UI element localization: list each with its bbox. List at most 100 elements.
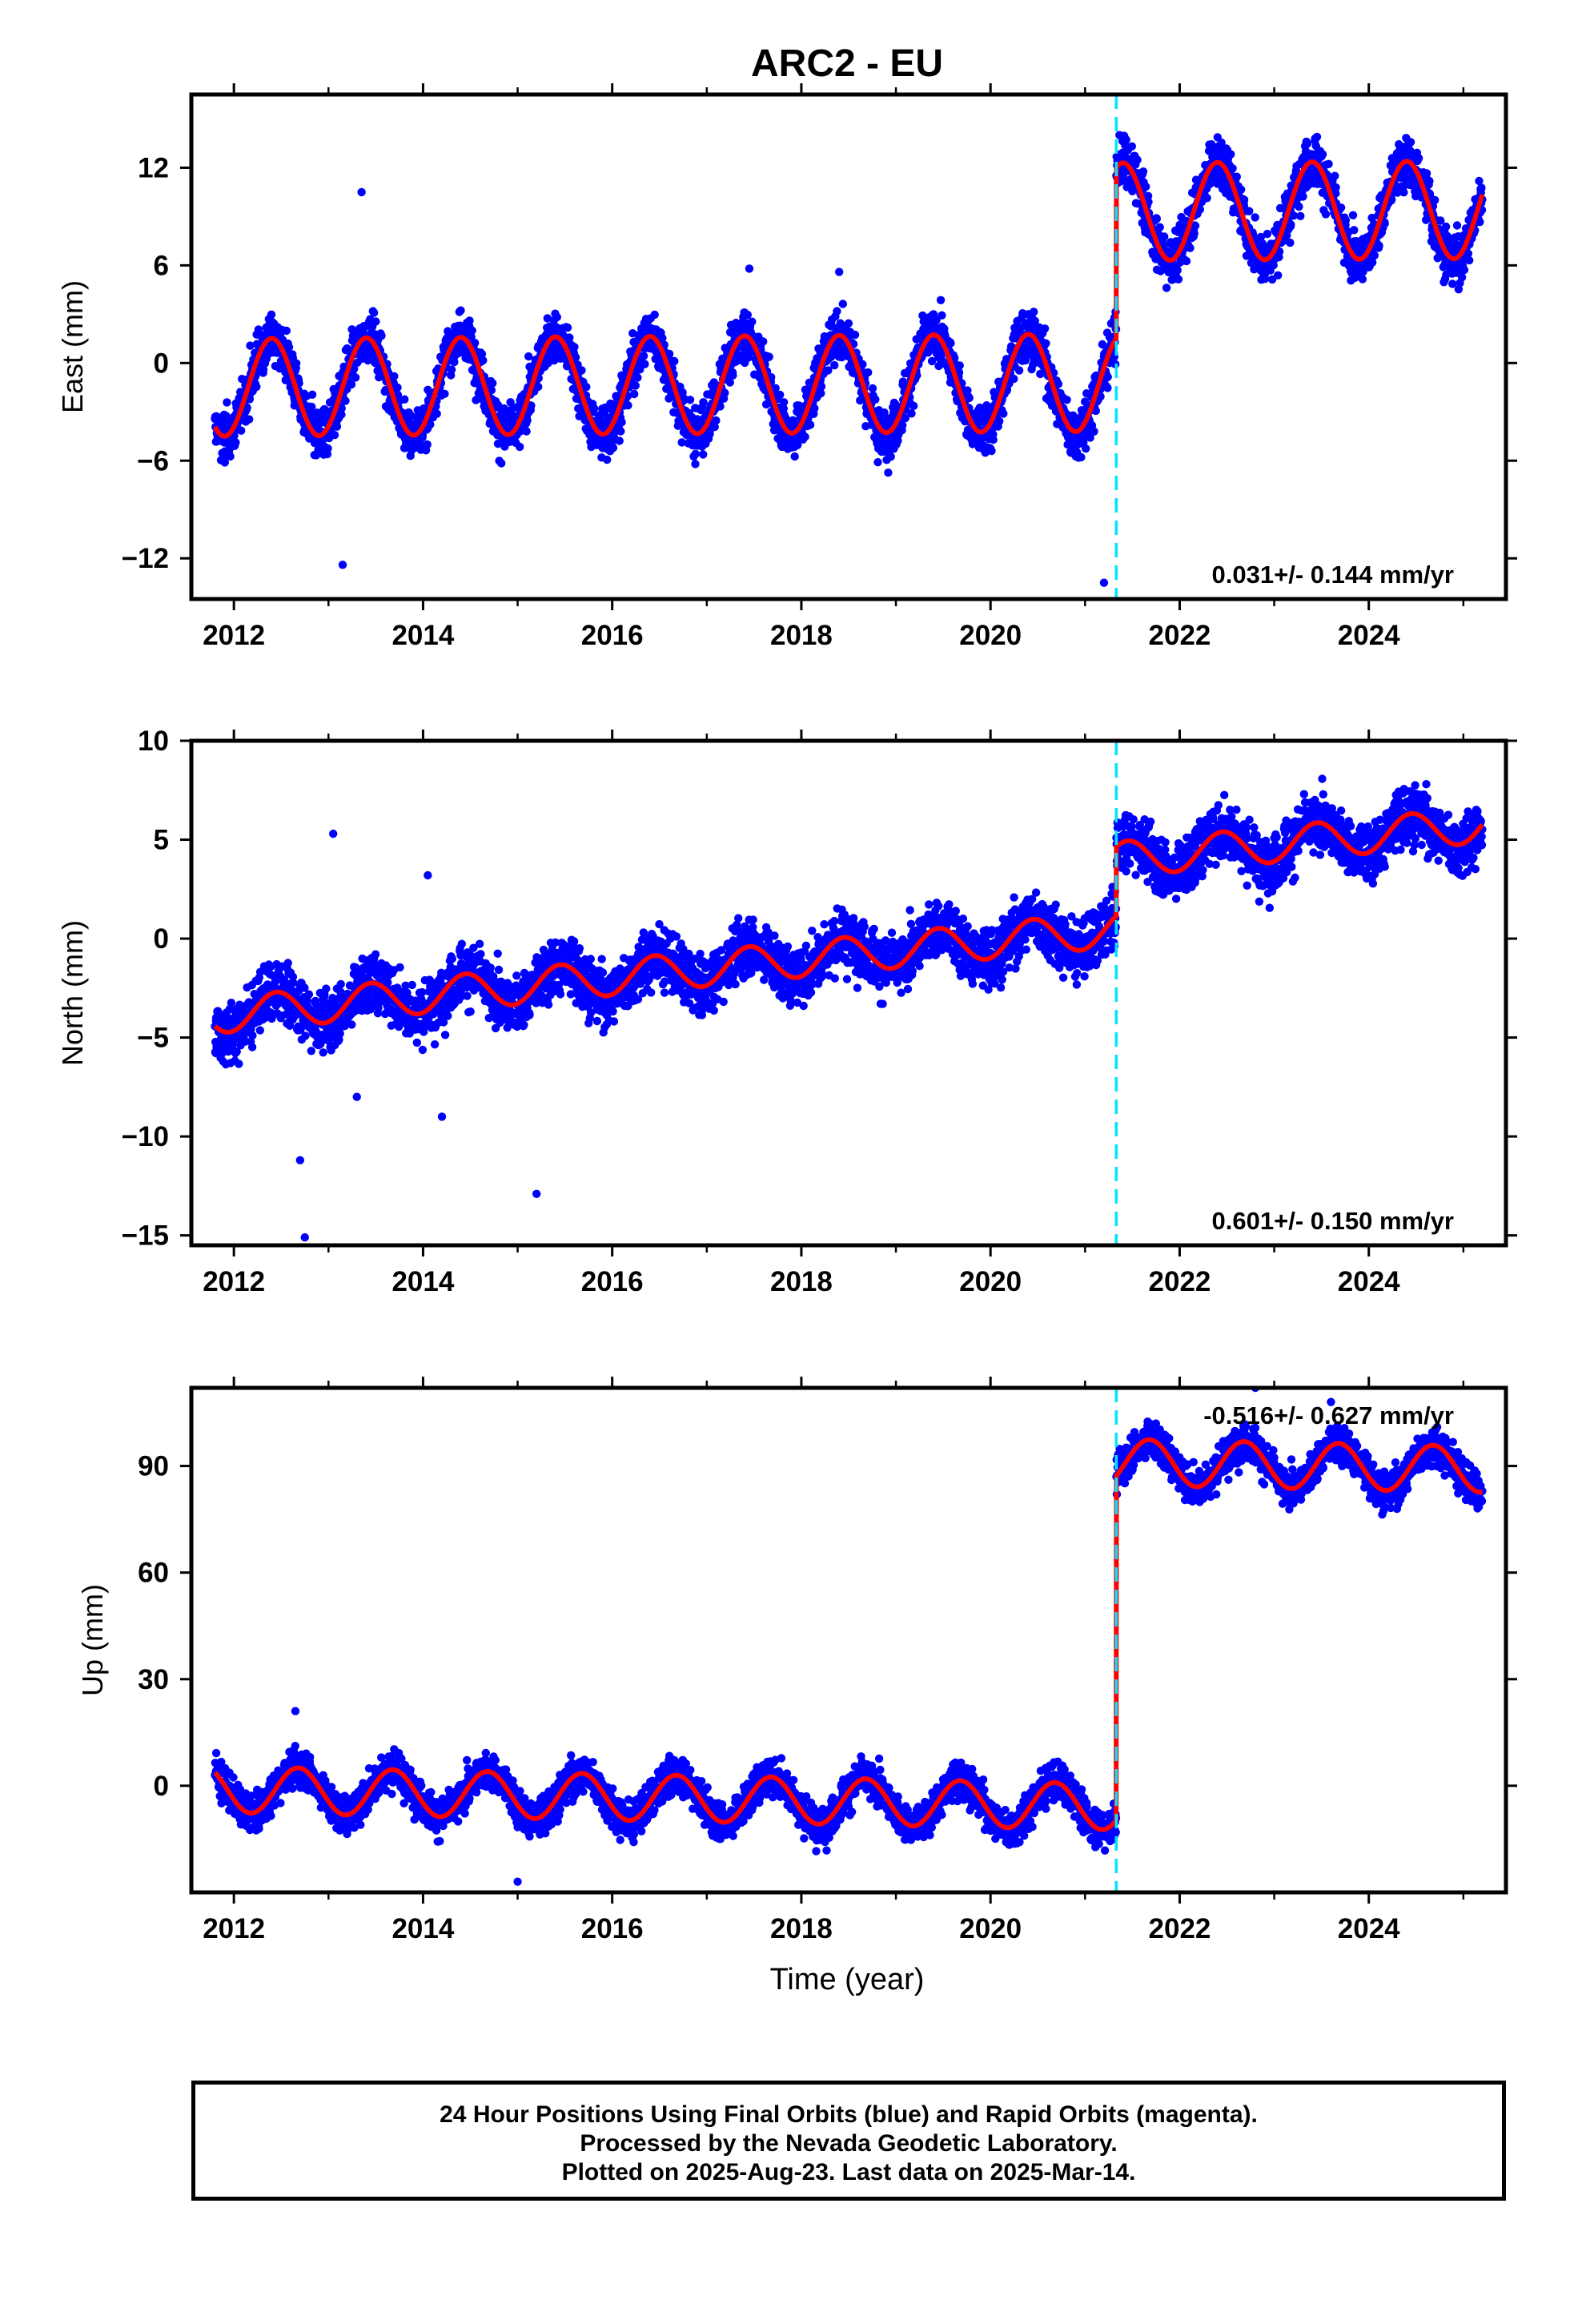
east-data-point	[616, 427, 625, 436]
east-data-point	[830, 360, 839, 370]
east-data-point	[987, 446, 996, 456]
east-data-point	[390, 372, 399, 380]
north-data-point	[283, 959, 292, 967]
east-data-point	[543, 314, 552, 323]
east-data-point	[680, 394, 689, 403]
east-data-point	[220, 458, 229, 467]
east-data-point	[254, 325, 263, 334]
east-data-point	[1152, 215, 1162, 223]
east-data-point	[534, 382, 543, 392]
north-data-point	[319, 1048, 327, 1057]
east-data-point	[624, 401, 632, 410]
east-data-point	[456, 306, 465, 315]
east-data-point	[1182, 256, 1191, 266]
east-data-point	[955, 361, 964, 370]
east-y-tick-label: 6	[154, 250, 169, 281]
east-data-point	[1014, 366, 1024, 375]
east-data-point	[999, 409, 1008, 418]
east-data-point	[487, 386, 496, 395]
east-data-point	[628, 329, 637, 338]
north-data-point	[247, 1043, 257, 1051]
east-data-point	[1040, 324, 1050, 333]
east-data-point	[523, 416, 532, 425]
east-data-point	[603, 455, 612, 464]
east-data-point	[898, 420, 907, 430]
east-data-point	[231, 438, 240, 447]
east-data-point	[1287, 220, 1295, 229]
east-data-point	[323, 444, 332, 453]
east-x-tick-label: 2016	[581, 620, 644, 651]
east-data-point	[1263, 229, 1272, 239]
east-data-point	[1370, 251, 1379, 260]
east-data-point	[699, 398, 708, 407]
east-data-point	[617, 418, 626, 427]
north-data-point	[301, 1031, 310, 1040]
east-data-point	[479, 356, 488, 365]
east-data-point	[1321, 210, 1331, 219]
east-data-point	[873, 458, 882, 467]
east-x-tick-label: 2014	[391, 620, 454, 651]
east-data-point	[447, 365, 456, 374]
east-data-point	[440, 389, 449, 398]
east-data-point	[465, 316, 474, 325]
east-data-point	[337, 410, 346, 419]
east-data-point	[552, 312, 561, 322]
east-data-point	[223, 398, 231, 407]
east-data-point	[650, 310, 659, 320]
east-data-point	[267, 310, 276, 319]
east-data-point	[332, 422, 342, 431]
east-data-point	[1457, 273, 1467, 282]
east-data-point	[393, 383, 402, 392]
east-data-point	[833, 307, 841, 316]
east-y-tick-label: −6	[137, 445, 169, 476]
east-data-point	[779, 398, 789, 407]
east-data-point	[710, 422, 719, 432]
east-data-point	[630, 389, 639, 399]
east-data-point	[1203, 194, 1211, 203]
east-data-point	[1331, 171, 1339, 180]
east-data-point	[639, 352, 648, 360]
east-data-point	[1162, 283, 1171, 292]
east-data-point	[615, 436, 624, 445]
east-data-point	[864, 368, 873, 377]
east-data-point	[712, 416, 721, 425]
east-outlier-point	[357, 187, 366, 197]
east-data-point	[790, 452, 799, 461]
east-data-point	[237, 426, 246, 435]
east-data-point	[691, 449, 700, 458]
east-data-point	[721, 388, 729, 397]
north-data-point	[304, 990, 314, 999]
east-data-point	[307, 390, 317, 399]
east-data-point	[1251, 213, 1259, 222]
north-panel: 2012 2014 2016 2018 2020 2022 2024−15−10−50510…	[56, 726, 1517, 1297]
east-data-point	[1312, 132, 1322, 142]
east-data-point	[1237, 185, 1246, 194]
east-data-point	[1324, 159, 1333, 168]
chart-title: ARC2 - EU	[751, 42, 943, 85]
east-data-point	[330, 431, 339, 440]
east-data-point	[1103, 372, 1112, 381]
east-data-point	[907, 409, 916, 418]
east-y-tick-label: −12	[122, 543, 169, 574]
east-data-point	[909, 401, 918, 410]
east-data-point	[1142, 182, 1150, 191]
east-data-point	[685, 396, 695, 404]
east-data-point	[1138, 167, 1148, 176]
east-data-point	[936, 296, 946, 304]
east-data-point	[884, 468, 893, 477]
east-data-point	[1103, 384, 1112, 392]
east-data-point	[426, 420, 435, 429]
east-data-point	[636, 365, 644, 374]
east-rate-label: 0.031+/- 0.144 mm/yr	[1212, 561, 1454, 589]
east-data-point	[1348, 211, 1358, 219]
east-data-point	[477, 349, 487, 359]
east-data-point	[868, 384, 877, 393]
east-data-point	[759, 337, 768, 346]
east-data-point	[886, 452, 895, 461]
east-data-point	[1295, 202, 1303, 211]
east-data-point	[1477, 183, 1486, 192]
east-plot-area	[211, 94, 1487, 599]
east-outlier-point	[338, 561, 347, 569]
east-data-point	[1422, 169, 1431, 178]
east-data-point	[1122, 135, 1130, 144]
